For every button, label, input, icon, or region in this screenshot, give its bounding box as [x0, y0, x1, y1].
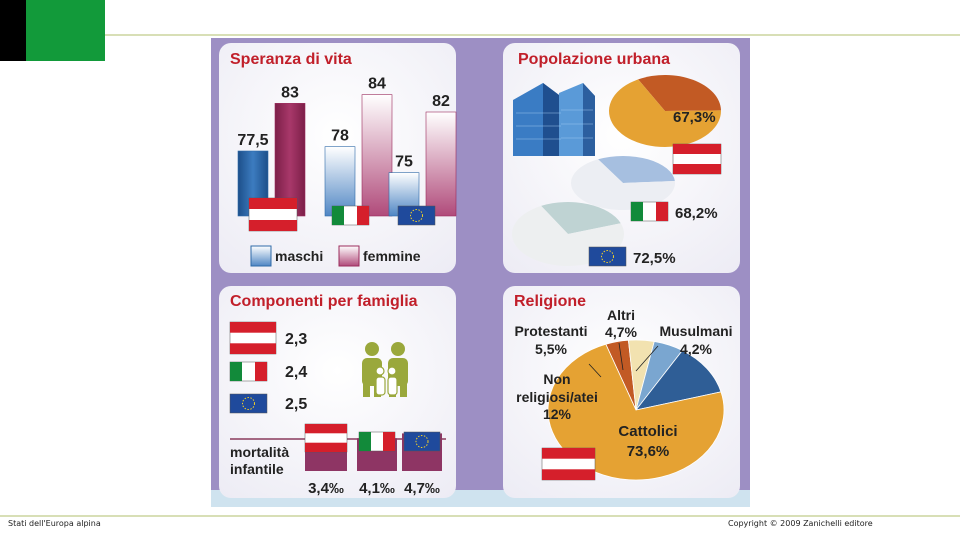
- legend-label-femmine: femmine: [363, 248, 421, 264]
- flag-austria-family: [229, 321, 277, 355]
- footer-rule: [0, 515, 960, 517]
- urban-population-pies: [512, 75, 721, 266]
- family-value-italy: 2,4: [285, 364, 307, 381]
- flag-eu-mortality: [403, 431, 441, 452]
- flag-austria-mortality: [304, 423, 348, 453]
- flag-eu-urban: [588, 246, 627, 267]
- label-maschi-italia: 78: [331, 128, 349, 145]
- label-maschi-ue: 75: [395, 154, 413, 171]
- urban-label-austria: 67,3%: [673, 109, 716, 126]
- leader-musulmani: [635, 345, 659, 372]
- title-urban-population: Popolazione urbana: [518, 51, 670, 68]
- religion-slice-non-religiosi-atei: [635, 349, 722, 411]
- footer-copyright: Copyright © 2009 Zanichelli editore: [728, 519, 873, 528]
- flag-austria-urban: [672, 143, 722, 175]
- flag-austria-life: [248, 197, 298, 232]
- religion-label-altri: Altri: [607, 307, 635, 323]
- legend-swatch-maschi: [250, 245, 272, 267]
- urban-label-italy: 68,2%: [675, 205, 718, 222]
- religion-value-cattolici: 73,6%: [627, 443, 670, 460]
- religion-slice-cattolici: [547, 343, 725, 481]
- mortality-label-line1: mortalità: [230, 444, 289, 460]
- flag-italy-family: [229, 361, 268, 382]
- life-expectancy-bars: 77,5 83 78 84 75 82: [237, 76, 457, 217]
- leader-altri: [618, 342, 624, 371]
- label-femmine-ue: 82: [432, 93, 450, 110]
- pie-rural-ue: [541, 202, 621, 234]
- leader-protestanti: [588, 363, 602, 378]
- religion-label-non-line2: religiosi/atei: [516, 389, 598, 405]
- title-family: Componenti per famiglia: [230, 293, 418, 310]
- religion-pie: [547, 339, 725, 481]
- bar-femmine-ue: [425, 111, 457, 217]
- religion-label-protestanti: Protestanti: [514, 323, 587, 339]
- mortality-value-eu: 4,7‰: [404, 480, 440, 497]
- infographic: Speranza di vita 77,5 83 78 84 75 82 maschi f…: [211, 38, 750, 507]
- religion-value-non-religiosi: 12%: [543, 406, 572, 422]
- family-icon: [362, 342, 408, 397]
- flag-italy-urban: [630, 201, 669, 222]
- urban-label-eu: 72,5%: [633, 250, 676, 267]
- pie-urban-italia: [571, 159, 675, 210]
- family-value-austria: 2,3: [285, 331, 307, 348]
- corner-black-block: [0, 0, 26, 61]
- flag-eu-family: [229, 393, 268, 414]
- religion-value-musulmani: 4,2%: [680, 341, 712, 357]
- flag-italy-life: [331, 205, 370, 226]
- mortality-value-austria: 3,4‰: [308, 480, 344, 497]
- flag-eu-life: [397, 205, 436, 226]
- bar-femmine-italia: [361, 94, 393, 217]
- label-femmine-austria: 83: [281, 84, 299, 101]
- title-life-expectancy: Speranza di vita: [230, 51, 352, 68]
- label-maschi-austria: 77,5: [237, 132, 268, 149]
- building-illustration: [513, 83, 595, 156]
- religion-value-altri: 4,7%: [605, 324, 637, 340]
- flag-italy-mortality: [358, 431, 396, 452]
- corner-green-block: [26, 0, 105, 61]
- pie-urban-austria: [609, 79, 721, 147]
- religion-label-non-line1: Non: [543, 371, 570, 387]
- header-rule: [105, 34, 960, 36]
- family-value-eu: 2,5: [285, 396, 307, 413]
- mortality-label-line2: infantile: [230, 461, 284, 477]
- pie-rural-austria: [638, 75, 721, 111]
- religion-label-musulmani: Musulmani: [659, 323, 732, 339]
- flag-austria-religion: [541, 447, 596, 481]
- pie-rural-italia: [598, 156, 675, 183]
- religion-value-protestanti: 5,5%: [535, 341, 567, 357]
- legend-label-maschi: maschi: [275, 248, 323, 264]
- footer-title: Stati dell'Europa alpina: [8, 519, 101, 528]
- mortality-value-italy: 4,1‰: [359, 480, 395, 497]
- label-femmine-italia: 84: [368, 76, 386, 93]
- bar-maschi-italia: [324, 146, 356, 217]
- legend-swatch-femmine: [338, 245, 360, 267]
- bar-femmine-austria: [274, 103, 306, 217]
- religion-label-cattolici: Cattolici: [618, 423, 677, 440]
- title-religion: Religione: [514, 293, 586, 310]
